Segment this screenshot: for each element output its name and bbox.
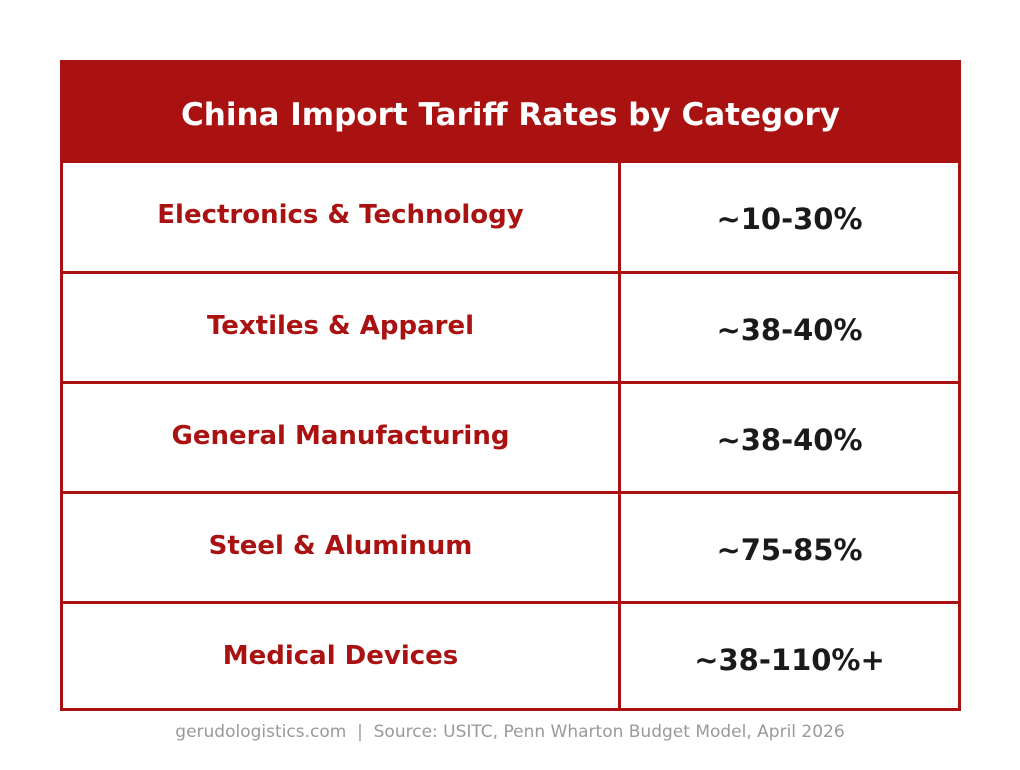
- table-row: Steel & Aluminum ~75-85%: [63, 491, 958, 601]
- category-cell: Medical Devices: [63, 604, 621, 711]
- table-row: Textiles & Apparel ~38-40%: [63, 271, 958, 381]
- rate-cell: ~10-30%: [716, 202, 863, 236]
- table-header: China Import Tariff Rates by Category: [63, 63, 958, 163]
- rate-cell: ~38-40%: [716, 422, 863, 457]
- rate-cell: ~38-110%+: [694, 642, 885, 677]
- table-row: General Manufacturing ~38-40%: [63, 381, 958, 491]
- tariff-table: China Import Tariff Rates by Category El…: [60, 60, 961, 711]
- source-footer: gerudologistics.com | Source: USITC, Pen…: [175, 722, 845, 742]
- category-cell: Textiles & Apparel: [63, 274, 621, 381]
- table-row: Electronics & Technology ~10-30%: [63, 163, 958, 271]
- table-row: Medical Devices ~38-110%+: [63, 601, 958, 711]
- table-title: China Import Tariff Rates by Category: [181, 97, 840, 133]
- category-cell: Steel & Aluminum: [63, 494, 621, 601]
- rate-cell: ~38-40%: [716, 312, 863, 347]
- category-cell: Electronics & Technology: [63, 163, 621, 271]
- rate-cell: ~75-85%: [716, 532, 863, 567]
- category-cell: General Manufacturing: [63, 384, 621, 491]
